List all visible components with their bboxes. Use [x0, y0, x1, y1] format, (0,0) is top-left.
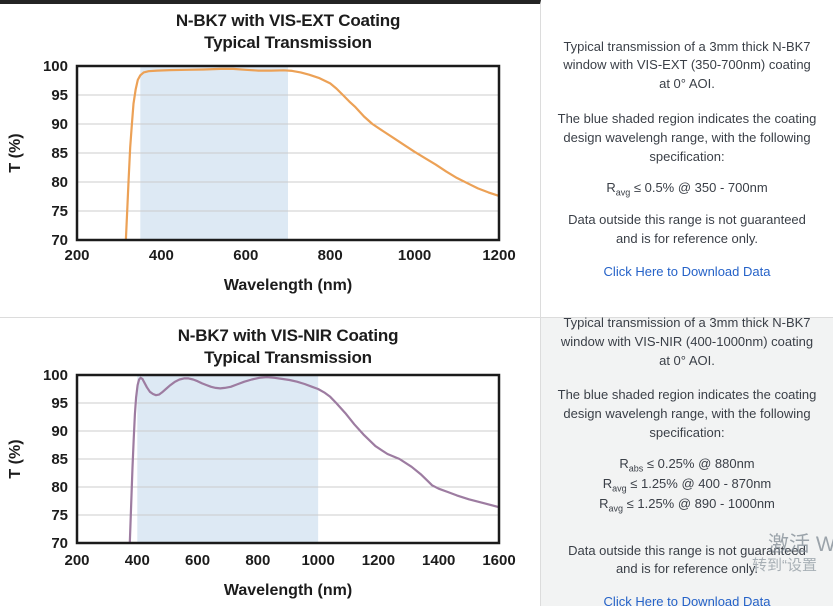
x-tick-label: 1400: [422, 552, 455, 569]
x-tick-label: 800: [318, 247, 343, 264]
row-vis-nir: N-BK7 with VIS-NIR Coating Typical Trans…: [0, 315, 833, 607]
y-tick-label: 90: [51, 116, 68, 133]
chart-cell-vis-nir: N-BK7 with VIS-NIR Coating Typical Trans…: [0, 318, 541, 606]
x-axis-label: Wavelength (nm): [224, 277, 352, 294]
y-tick-label: 100: [43, 369, 68, 384]
y-tick-label: 70: [51, 232, 68, 249]
panel-paragraph: Data outside this range is not guarantee…: [568, 211, 806, 246]
chart-subtitle: Typical Transmission: [204, 348, 372, 367]
chart-title-block: N-BK7 with VIS-NIR Coating Typical Trans…: [73, 318, 503, 369]
panel-paragraph: Typical transmission of a 3mm thick N-BK…: [563, 38, 811, 92]
spec-line: Ravg ≤ 1.25% @ 890 - 1000nm: [599, 496, 775, 514]
y-tick-label: 70: [51, 535, 68, 552]
y-tick-label: 85: [51, 145, 68, 162]
spec-line: Ravg ≤ 0.5% @ 350 - 700nm: [606, 179, 768, 198]
x-tick-label: 600: [233, 247, 258, 264]
y-tick-label: 75: [51, 507, 68, 524]
transmission-chart-svg: 70 75 80 85 90 95 100 200 400 600 800 1000 1200 Wavel…: [7, 58, 516, 294]
x-tick-label: 1200: [482, 247, 515, 264]
spec-list: Ravg ≤ 0.5% @ 350 - 700nm: [557, 179, 817, 199]
x-tick-label: 600: [185, 552, 210, 569]
spec-line: Ravg ≤ 1.25% @ 400 - 870nm: [602, 476, 772, 494]
y-tick-label: 95: [51, 87, 68, 104]
y-tick-label: 90: [51, 423, 68, 440]
transmission-chart-svg: 70 75 80 85 90 95 100 200 400 600 800 1000 1200 1400 1…: [7, 369, 516, 599]
y-tick-label: 80: [51, 479, 68, 496]
y-tick-label: 95: [51, 395, 68, 412]
chart-title-block: N-BK7 with VIS-EXT Coating Typical Trans…: [73, 4, 503, 54]
row-vis-ext: N-BK7 with VIS-EXT Coating Typical Trans…: [0, 0, 833, 318]
spec-list: Rabs ≤ 0.25% @ 880nm Ravg ≤ 1.25% @ 400 -…: [557, 455, 817, 516]
transmission-curve: [128, 376, 499, 543]
y-tick-label: 80: [51, 174, 68, 191]
x-tick-label: 200: [64, 552, 89, 569]
download-data-link[interactable]: Click Here to Download Data: [603, 263, 771, 279]
x-tick-label: 1200: [362, 552, 395, 569]
panel-paragraph: The blue shaded region indicates the coa…: [557, 111, 817, 164]
chart-title: N-BK7 with VIS-EXT Coating: [175, 11, 401, 30]
x-tick-label: 400: [149, 247, 174, 264]
chart-title: N-BK7 with VIS-NIR Coating: [177, 326, 399, 345]
y-tick-label: 85: [51, 451, 68, 468]
x-tick-label: 1600: [482, 552, 515, 569]
y-axis-label: T (%): [7, 133, 24, 172]
y-tick-label: 75: [51, 203, 68, 220]
plot-border: [75, 64, 501, 242]
x-tick-label: 1000: [398, 247, 431, 264]
y-axis-label: T (%): [7, 439, 24, 478]
x-tick-label: 400: [125, 552, 150, 569]
description-panel-vis-ext: Typical transmission of a 3mm thick N-BK…: [541, 0, 833, 317]
y-tick-label: 100: [43, 58, 68, 75]
panel-paragraph: Data outside this range is not guarantee…: [568, 542, 806, 577]
spec-line: Rabs ≤ 0.25% @ 880nm: [619, 455, 755, 474]
description-panel-vis-nir: Typical transmission of a 3mm thick N-BK…: [541, 315, 833, 607]
plot-border: [75, 373, 501, 545]
chart-subtitle: Typical Transmission: [204, 33, 372, 52]
x-tick-label: 200: [64, 247, 89, 264]
download-data-link[interactable]: Click Here to Download Data: [603, 594, 771, 607]
x-axis-label: Wavelength (nm): [224, 582, 352, 599]
panel-paragraph: Typical transmission of a 3mm thick N-BK…: [560, 314, 814, 368]
x-tick-label: 1000: [301, 552, 334, 569]
x-tick-label: 800: [245, 552, 270, 569]
chart-cell-vis-ext: N-BK7 with VIS-EXT Coating Typical Trans…: [0, 0, 541, 317]
panel-paragraph: The blue shaded region indicates the coa…: [557, 387, 817, 441]
transmission-curve: [124, 67, 499, 240]
